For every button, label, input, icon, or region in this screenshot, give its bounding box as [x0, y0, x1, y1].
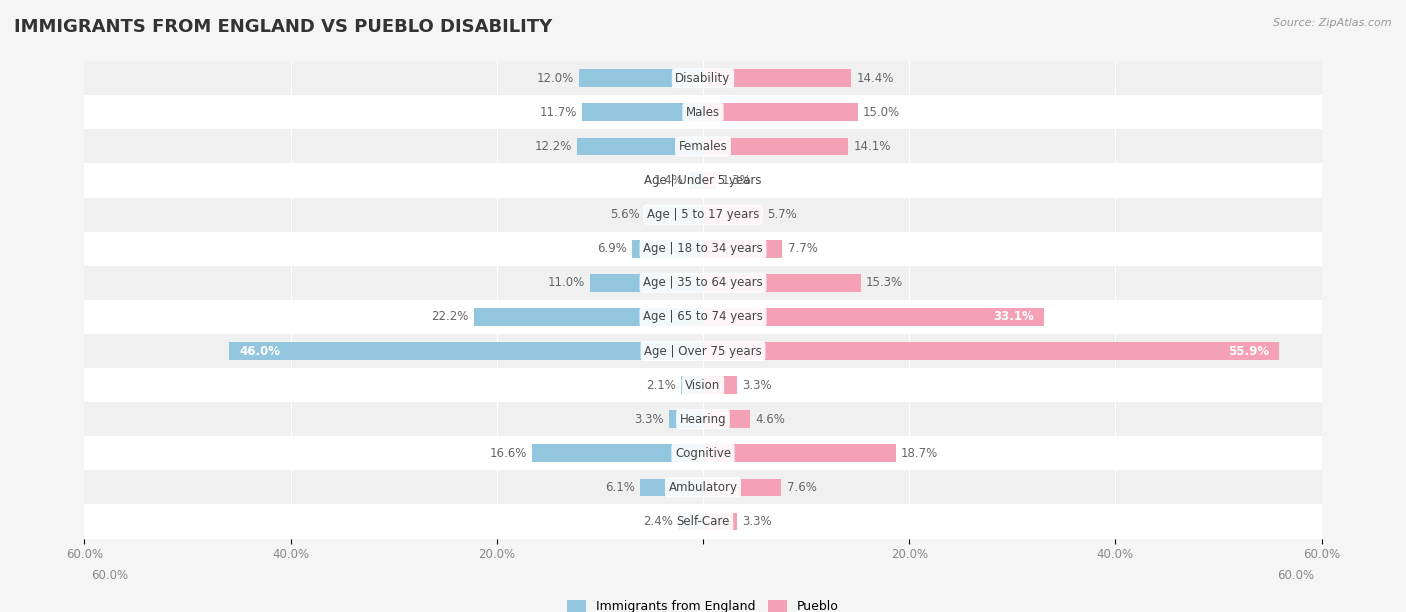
Text: Age | 65 to 74 years: Age | 65 to 74 years [643, 310, 763, 323]
Text: 11.7%: 11.7% [540, 106, 578, 119]
Bar [578, 138, 703, 155]
Text: 1.3%: 1.3% [721, 174, 751, 187]
Bar [689, 172, 703, 189]
Text: 6.9%: 6.9% [596, 242, 627, 255]
Text: 14.1%: 14.1% [853, 140, 891, 153]
Bar [703, 411, 751, 428]
Text: 4.6%: 4.6% [755, 412, 786, 426]
Text: Females: Females [679, 140, 727, 153]
Bar [703, 172, 717, 189]
Bar [229, 342, 703, 360]
Text: Source: ZipAtlas.com: Source: ZipAtlas.com [1274, 18, 1392, 28]
Bar [84, 266, 1322, 300]
Text: 3.3%: 3.3% [634, 412, 664, 426]
Bar [84, 504, 1322, 539]
Text: 18.7%: 18.7% [901, 447, 938, 460]
Bar [640, 479, 703, 496]
Text: 46.0%: 46.0% [239, 345, 280, 357]
Text: 11.0%: 11.0% [547, 277, 585, 289]
Text: 14.4%: 14.4% [856, 72, 894, 84]
Text: Hearing: Hearing [679, 412, 727, 426]
Bar [84, 198, 1322, 232]
Text: 5.6%: 5.6% [610, 208, 640, 221]
Bar [582, 103, 703, 121]
Text: 3.3%: 3.3% [742, 515, 772, 528]
Bar [84, 471, 1322, 504]
Bar [84, 95, 1322, 129]
Bar [703, 444, 896, 462]
Text: 7.6%: 7.6% [786, 481, 817, 494]
Text: 60.0%: 60.0% [1278, 569, 1315, 582]
Bar [84, 163, 1322, 198]
Bar [84, 334, 1322, 368]
Text: 12.0%: 12.0% [537, 72, 574, 84]
Text: Ambulatory: Ambulatory [668, 481, 738, 494]
Bar [682, 376, 703, 394]
Bar [703, 513, 737, 531]
Bar [84, 300, 1322, 334]
Bar [669, 411, 703, 428]
Legend: Immigrants from England, Pueblo: Immigrants from England, Pueblo [562, 595, 844, 612]
Text: 5.7%: 5.7% [766, 208, 797, 221]
Bar [703, 138, 848, 155]
Text: Males: Males [686, 106, 720, 119]
Text: 16.6%: 16.6% [489, 447, 527, 460]
Text: 1.4%: 1.4% [654, 174, 683, 187]
Text: 22.2%: 22.2% [432, 310, 470, 323]
Text: 7.7%: 7.7% [787, 242, 817, 255]
Text: Age | 18 to 34 years: Age | 18 to 34 years [643, 242, 763, 255]
Text: Age | Over 75 years: Age | Over 75 years [644, 345, 762, 357]
Bar [703, 206, 762, 223]
Bar [703, 274, 860, 292]
Text: 55.9%: 55.9% [1227, 345, 1270, 357]
Bar [703, 479, 782, 496]
Text: Age | Under 5 years: Age | Under 5 years [644, 174, 762, 187]
Text: 33.1%: 33.1% [993, 310, 1033, 323]
Bar [84, 232, 1322, 266]
Bar [84, 436, 1322, 471]
Text: 6.1%: 6.1% [605, 481, 636, 494]
Text: 60.0%: 60.0% [91, 569, 128, 582]
Bar [703, 342, 1279, 360]
Bar [474, 308, 703, 326]
Text: 15.0%: 15.0% [863, 106, 900, 119]
Bar [84, 368, 1322, 402]
Bar [678, 513, 703, 531]
Bar [645, 206, 703, 223]
Text: 2.1%: 2.1% [647, 379, 676, 392]
Bar [589, 274, 703, 292]
Text: 15.3%: 15.3% [866, 277, 903, 289]
Text: IMMIGRANTS FROM ENGLAND VS PUEBLO DISABILITY: IMMIGRANTS FROM ENGLAND VS PUEBLO DISABI… [14, 18, 553, 36]
Bar [531, 444, 703, 462]
Bar [84, 129, 1322, 163]
Bar [703, 240, 782, 258]
Text: Disability: Disability [675, 72, 731, 84]
Bar [579, 69, 703, 87]
Bar [84, 402, 1322, 436]
Bar [631, 240, 703, 258]
Text: Cognitive: Cognitive [675, 447, 731, 460]
Text: 3.3%: 3.3% [742, 379, 772, 392]
Text: Age | 5 to 17 years: Age | 5 to 17 years [647, 208, 759, 221]
Bar [703, 308, 1045, 326]
Text: 12.2%: 12.2% [534, 140, 572, 153]
Text: Vision: Vision [685, 379, 721, 392]
Text: Age | 35 to 64 years: Age | 35 to 64 years [643, 277, 763, 289]
Bar [703, 376, 737, 394]
Text: 2.4%: 2.4% [643, 515, 673, 528]
Text: Self-Care: Self-Care [676, 515, 730, 528]
Bar [703, 69, 852, 87]
Bar [84, 61, 1322, 95]
Bar [703, 103, 858, 121]
